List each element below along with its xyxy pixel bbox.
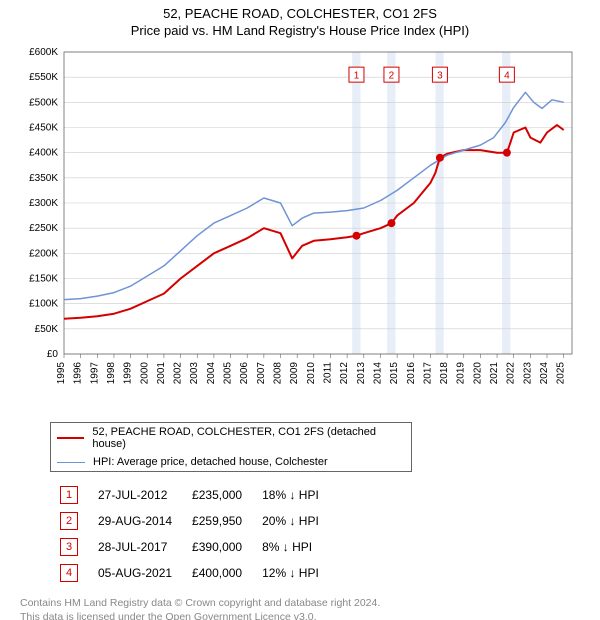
- svg-text:2015: 2015: [389, 362, 400, 385]
- chart-title-address: 52, PEACHE ROAD, COLCHESTER, CO1 2FS: [0, 6, 600, 21]
- svg-text:1998: 1998: [106, 362, 117, 385]
- event-delta: 20% ↓ HPI: [252, 508, 329, 534]
- events-table: 1 27-JUL-2012£235,00018% ↓ HPI 2 29-AUG-201…: [50, 482, 580, 586]
- chart-title-sub: Price paid vs. HM Land Registry's House …: [0, 23, 600, 38]
- legend-swatch: [57, 462, 85, 463]
- svg-text:£250K: £250K: [29, 223, 58, 234]
- legend-label: 52, PEACHE ROAD, COLCHESTER, CO1 2FS (de…: [92, 426, 405, 450]
- svg-text:£500K: £500K: [29, 97, 58, 108]
- price-chart: £0 £50K £100K £150K £200K £250K £300K £350K £400…: [20, 44, 580, 414]
- legend-swatch: [57, 437, 84, 439]
- svg-text:1995: 1995: [56, 362, 67, 385]
- event-number-box: 3: [60, 538, 78, 556]
- event-delta: 18% ↓ HPI: [252, 482, 329, 508]
- svg-text:2023: 2023: [522, 362, 533, 385]
- event-dot: [436, 154, 444, 162]
- svg-text:£400K: £400K: [29, 148, 58, 159]
- svg-text:2005: 2005: [223, 362, 234, 385]
- svg-text:2007: 2007: [256, 362, 267, 385]
- event-price: £259,950: [182, 508, 252, 534]
- svg-text:2: 2: [389, 71, 395, 82]
- table-row: 1 27-JUL-2012£235,00018% ↓ HPI: [50, 482, 329, 508]
- event-dot: [387, 219, 395, 227]
- svg-text:2019: 2019: [456, 362, 467, 385]
- svg-text:2014: 2014: [372, 362, 383, 385]
- svg-text:£50K: £50K: [35, 324, 59, 335]
- svg-text:£150K: £150K: [29, 274, 58, 285]
- svg-text:2016: 2016: [406, 362, 417, 385]
- table-row: 3 28-JUL-2017£390,0008% ↓ HPI: [50, 534, 329, 560]
- event-date: 27-JUL-2012: [88, 482, 182, 508]
- svg-text:2001: 2001: [156, 362, 167, 385]
- svg-text:2008: 2008: [273, 362, 284, 385]
- svg-text:2013: 2013: [356, 362, 367, 385]
- svg-text:1997: 1997: [89, 362, 100, 385]
- svg-text:£100K: £100K: [29, 299, 58, 310]
- svg-text:2000: 2000: [139, 362, 150, 385]
- svg-text:2004: 2004: [206, 362, 217, 385]
- svg-text:1996: 1996: [73, 362, 84, 385]
- svg-text:2025: 2025: [556, 362, 567, 385]
- svg-text:£200K: £200K: [29, 248, 58, 259]
- svg-text:2006: 2006: [239, 362, 250, 385]
- event-delta: 8% ↓ HPI: [252, 534, 329, 560]
- table-row: 4 05-AUG-2021£400,00012% ↓ HPI: [50, 560, 329, 586]
- svg-text:1: 1: [354, 71, 360, 82]
- svg-text:2024: 2024: [539, 362, 550, 385]
- svg-text:2018: 2018: [439, 362, 450, 385]
- svg-text:£300K: £300K: [29, 198, 58, 209]
- event-dot: [503, 149, 511, 157]
- svg-text:4: 4: [504, 71, 510, 82]
- table-row: 2 29-AUG-2014£259,95020% ↓ HPI: [50, 508, 329, 534]
- svg-text:2020: 2020: [472, 362, 483, 385]
- svg-text:2012: 2012: [339, 362, 350, 385]
- legend-row: 52, PEACHE ROAD, COLCHESTER, CO1 2FS (de…: [51, 423, 411, 453]
- svg-text:2017: 2017: [422, 362, 433, 385]
- legend-label: HPI: Average price, detached house, Colc…: [93, 456, 328, 468]
- event-date: 05-AUG-2021: [88, 560, 182, 586]
- event-price: £235,000: [182, 482, 252, 508]
- svg-text:2002: 2002: [173, 362, 184, 385]
- event-date: 28-JUL-2017: [88, 534, 182, 560]
- svg-text:2011: 2011: [322, 362, 333, 384]
- event-number-box: 1: [60, 486, 78, 504]
- footer-copyright: Contains HM Land Registry data © Crown c…: [20, 596, 580, 610]
- event-number-box: 2: [60, 512, 78, 530]
- footer-licence: This data is licensed under the Open Gov…: [20, 610, 580, 620]
- svg-text:3: 3: [437, 71, 443, 82]
- event-dot: [352, 232, 360, 240]
- svg-text:2009: 2009: [289, 362, 300, 385]
- event-number-box: 4: [60, 564, 78, 582]
- chart-svg: £0 £50K £100K £150K £200K £250K £300K £350K £400…: [20, 44, 580, 414]
- svg-text:2021: 2021: [489, 362, 500, 385]
- svg-text:£450K: £450K: [29, 123, 58, 134]
- legend-row: HPI: Average price, detached house, Colc…: [51, 453, 411, 471]
- svg-text:£550K: £550K: [29, 72, 58, 83]
- svg-text:2010: 2010: [306, 362, 317, 385]
- event-delta: 12% ↓ HPI: [252, 560, 329, 586]
- event-price: £390,000: [182, 534, 252, 560]
- svg-text:£0: £0: [47, 349, 59, 360]
- svg-text:£350K: £350K: [29, 173, 58, 184]
- svg-text:1999: 1999: [123, 362, 134, 385]
- svg-text:£600K: £600K: [29, 47, 58, 58]
- legend: 52, PEACHE ROAD, COLCHESTER, CO1 2FS (de…: [50, 422, 412, 472]
- svg-text:2022: 2022: [506, 362, 517, 385]
- event-price: £400,000: [182, 560, 252, 586]
- svg-text:2003: 2003: [189, 362, 200, 385]
- event-date: 29-AUG-2014: [88, 508, 182, 534]
